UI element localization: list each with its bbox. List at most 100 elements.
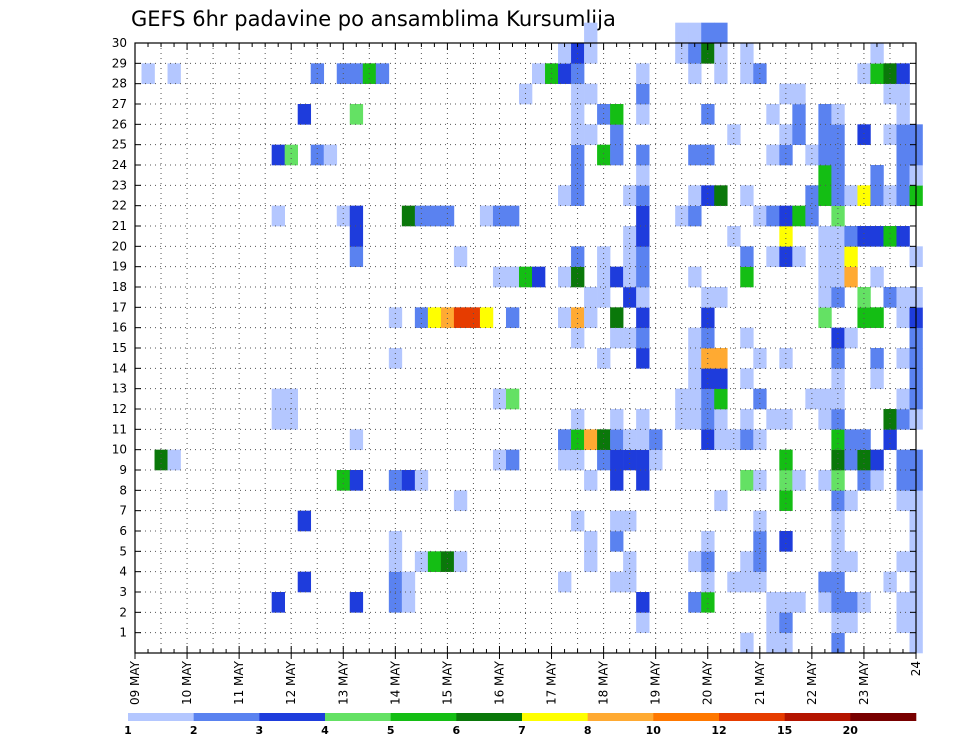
- heatmap-cell: [870, 470, 884, 491]
- heatmap-cell: [857, 592, 871, 613]
- heatmap-cell: [701, 327, 715, 349]
- heatmap-cell: [636, 592, 650, 613]
- legend-swatch: [128, 713, 194, 721]
- heatmap-cell: [571, 165, 585, 186]
- heatmap-cell: [271, 205, 285, 227]
- heatmap-cell: [610, 327, 624, 349]
- heatmap-cell: [610, 266, 624, 288]
- heatmap-cell: [649, 429, 663, 450]
- heatmap-cell: [688, 368, 702, 389]
- heatmap-cell: [870, 266, 884, 288]
- legend-swatch: [850, 713, 917, 721]
- heatmap-cell: [779, 205, 793, 227]
- heatmap-cell: [766, 144, 780, 166]
- heatmap-cell: [518, 266, 533, 288]
- heatmap-cell: [740, 551, 754, 572]
- heatmap-cell: [844, 266, 858, 288]
- y-tick-label: 8: [119, 483, 127, 497]
- legend-swatch: [325, 713, 391, 721]
- heatmap-cell: [558, 185, 572, 206]
- heatmap-cell: [623, 246, 637, 267]
- heatmap-cell: [870, 368, 884, 389]
- heatmap-cell: [505, 449, 520, 471]
- x-tick-label: 17 MAY: [545, 660, 559, 705]
- heatmap-cell: [701, 592, 715, 613]
- heatmap-cell: [727, 429, 741, 450]
- x-tick-label: 14 MAY: [388, 660, 402, 705]
- y-tick-label: 19: [112, 260, 127, 274]
- heatmap-cell: [701, 571, 715, 593]
- heatmap-cell: [779, 449, 793, 471]
- heatmap-cell: [870, 226, 884, 247]
- heatmap-cell: [558, 266, 572, 288]
- heatmap-cell: [753, 205, 767, 227]
- heatmap-cell: [870, 165, 884, 186]
- heatmap-cell: [766, 409, 780, 430]
- heatmap-cell: [610, 409, 624, 430]
- heatmap-cell: [740, 571, 754, 593]
- heatmap-cell: [714, 287, 728, 308]
- heatmap-cell: [844, 592, 858, 613]
- legend-label: 1: [124, 724, 132, 737]
- heatmap-cell: [271, 592, 285, 613]
- heatmap-cell: [675, 205, 689, 227]
- heatmap-cell: [505, 266, 520, 288]
- heatmap-cell: [349, 592, 364, 613]
- heatmap-cell: [766, 632, 780, 654]
- heatmap-cells: [141, 22, 923, 654]
- heatmap-cell: [831, 551, 845, 572]
- heatmap-cell: [727, 124, 741, 145]
- legend-label: 8: [584, 724, 592, 737]
- x-tick-label: 10 MAY: [180, 660, 194, 705]
- heatmap-cell: [571, 104, 585, 125]
- y-tick-label: 3: [119, 585, 127, 599]
- heatmap-cell: [766, 592, 780, 613]
- heatmap-cell: [792, 205, 806, 227]
- heatmap-cell: [896, 612, 910, 633]
- heatmap-cell: [740, 409, 754, 430]
- heatmap-cell: [831, 470, 845, 491]
- heatmap-cell: [414, 205, 429, 227]
- heatmap-cell: [870, 348, 884, 369]
- y-tick-label: 6: [119, 524, 127, 538]
- legend-label: 4: [321, 724, 329, 737]
- heatmap-cell: [870, 307, 884, 328]
- heatmap-cell: [766, 246, 780, 267]
- x-tick-label: 15 MAY: [440, 660, 454, 705]
- heatmap-cell: [896, 287, 910, 308]
- chart-title: GEFS 6hr padavine po ansamblima Kursumli…: [131, 7, 616, 31]
- heatmap-cell: [896, 104, 910, 125]
- heatmap-cell: [401, 592, 416, 613]
- heatmap-cell: [558, 571, 572, 593]
- y-tick-label: 7: [119, 504, 127, 518]
- heatmap-cell: [753, 429, 767, 450]
- heatmap-cell: [310, 144, 325, 166]
- heatmap-cell: [701, 22, 715, 44]
- heatmap-cell: [883, 124, 897, 145]
- heatmap-cell: [870, 63, 884, 84]
- heatmap-cell: [610, 104, 624, 125]
- heatmap-cell: [857, 124, 871, 145]
- heatmap-cell: [440, 551, 455, 572]
- heatmap-cell: [883, 571, 897, 593]
- legend-swatch: [193, 713, 260, 721]
- y-tick-label: 30: [112, 36, 127, 50]
- heatmap-cell: [896, 165, 910, 186]
- heatmap-cell: [831, 632, 845, 654]
- heatmap-cell: [388, 470, 403, 491]
- heatmap-cell: [701, 531, 715, 552]
- heatmap-cell: [375, 63, 390, 84]
- heatmap-cell: [636, 470, 650, 491]
- heatmap-cell: [727, 571, 741, 593]
- heatmap-cell: [571, 409, 585, 430]
- heatmap-cell: [349, 104, 364, 125]
- heatmap-cell: [714, 43, 728, 64]
- y-tick-label: 1: [119, 626, 127, 640]
- heatmap-cell: [349, 63, 364, 84]
- heatmap-cell: [740, 327, 754, 349]
- y-tick-label: 4: [119, 565, 127, 579]
- heatmap-cell: [766, 104, 780, 125]
- heatmap-cell: [779, 490, 793, 511]
- heatmap-cell: [623, 266, 637, 288]
- heatmap-cell: [597, 266, 611, 288]
